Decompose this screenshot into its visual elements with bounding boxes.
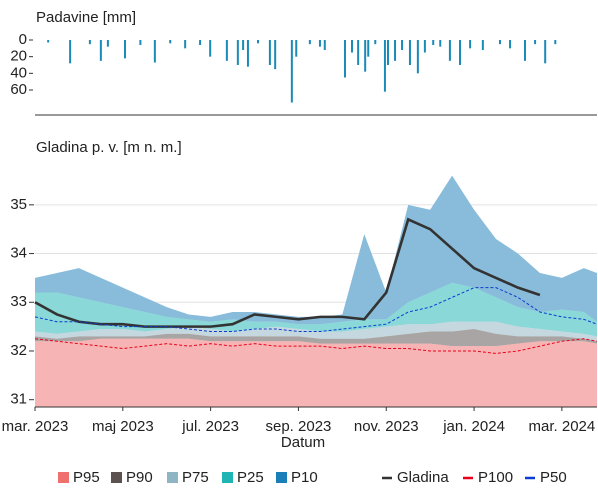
y-tick-label: 33 [10, 293, 27, 310]
precip-bar [416, 40, 419, 74]
y-tick-label: 31 [10, 391, 27, 408]
legend-label: P10 [291, 469, 318, 486]
precip-bar [343, 40, 346, 78]
precip-bar [374, 40, 377, 45]
legend-label: Gladina [397, 469, 449, 486]
precip-bar [209, 40, 212, 57]
precip-bar [295, 40, 298, 57]
precip-bar [88, 40, 91, 45]
precip-bar [498, 40, 501, 45]
precip-bar [47, 40, 50, 43]
precip-bar [383, 40, 386, 92]
legend-swatch [58, 472, 69, 483]
legend-label: P50 [540, 469, 567, 486]
band-area [35, 338, 597, 407]
precip-bar [318, 40, 321, 47]
precip-bar [99, 40, 102, 61]
x-tick-label: mar. 2023 [2, 418, 69, 435]
percentile-line [34, 338, 598, 354]
precip-bar [246, 40, 249, 67]
x-tick-label: sep. 2023 [265, 418, 331, 435]
x-tick-label: jul. 2023 [181, 418, 239, 435]
x-tick-label: jan. 2024 [442, 418, 505, 435]
precip-bar [401, 40, 404, 50]
precip-bar [184, 40, 187, 49]
legend-label: P75 [182, 469, 209, 486]
y-tick-label: 35 [10, 196, 27, 213]
percentile-line [34, 287, 598, 332]
y-tick-label: 40 [10, 64, 27, 81]
precip-bar [351, 40, 354, 53]
precip-bar [290, 40, 293, 103]
precip-bar [544, 40, 547, 64]
precip-bar [554, 40, 557, 45]
legend-label: P100 [478, 469, 513, 486]
y-tick-label: 34 [10, 245, 27, 262]
precip-bar [153, 40, 156, 63]
precip-bar [199, 40, 202, 45]
precip-bar [236, 40, 239, 65]
precip-bar [274, 40, 277, 70]
precip-bar [481, 40, 484, 50]
precip-bar [323, 40, 326, 50]
precip-bar [308, 40, 311, 45]
y-tick-label: 60 [10, 81, 27, 98]
legend-swatch [111, 472, 122, 483]
x-tick-label: mar. 2024 [529, 418, 596, 435]
precip-bar [394, 40, 397, 61]
precip-bar [469, 40, 472, 49]
legend-label: P95 [73, 469, 100, 486]
precip-bar [242, 40, 245, 50]
level-line [34, 217, 541, 328]
precip-bar [448, 40, 451, 61]
legend-swatch [222, 472, 233, 483]
precip-bar [423, 40, 426, 53]
x-axis-title: Datum [281, 434, 325, 451]
precip-bar [459, 40, 462, 65]
precip-bar [367, 40, 370, 57]
legend-label: P90 [126, 469, 153, 486]
precip-bar [69, 40, 72, 64]
precip-bar [106, 40, 109, 47]
precip-bar [124, 40, 127, 59]
precip-bar [257, 40, 260, 44]
x-tick-label: maj 2023 [92, 418, 154, 435]
precip-bar [169, 40, 172, 44]
x-tick-label: nov. 2023 [354, 418, 419, 435]
precip-bar [439, 40, 442, 47]
precip-bar [139, 40, 142, 45]
precip-bar [225, 40, 228, 61]
legend-swatch [167, 472, 178, 483]
level-title: Gladina p. v. [m n. m.] [36, 139, 182, 156]
y-tick-label: 0 [19, 31, 27, 48]
y-tick-label: 20 [10, 48, 27, 65]
y-tick-label: 32 [10, 342, 27, 359]
legend-swatch [276, 472, 287, 483]
precip-bar [408, 40, 411, 65]
precip-bar [364, 40, 367, 72]
precip-bar [357, 40, 360, 65]
precip-bar [523, 40, 526, 61]
legend-label: P25 [237, 469, 264, 486]
precip-bar [432, 40, 435, 45]
precip-bar [268, 40, 271, 65]
precip-bar [387, 40, 390, 65]
precip-bar [534, 40, 537, 45]
precip-bar [509, 40, 512, 49]
precip-title: Padavine [mm] [36, 9, 136, 26]
